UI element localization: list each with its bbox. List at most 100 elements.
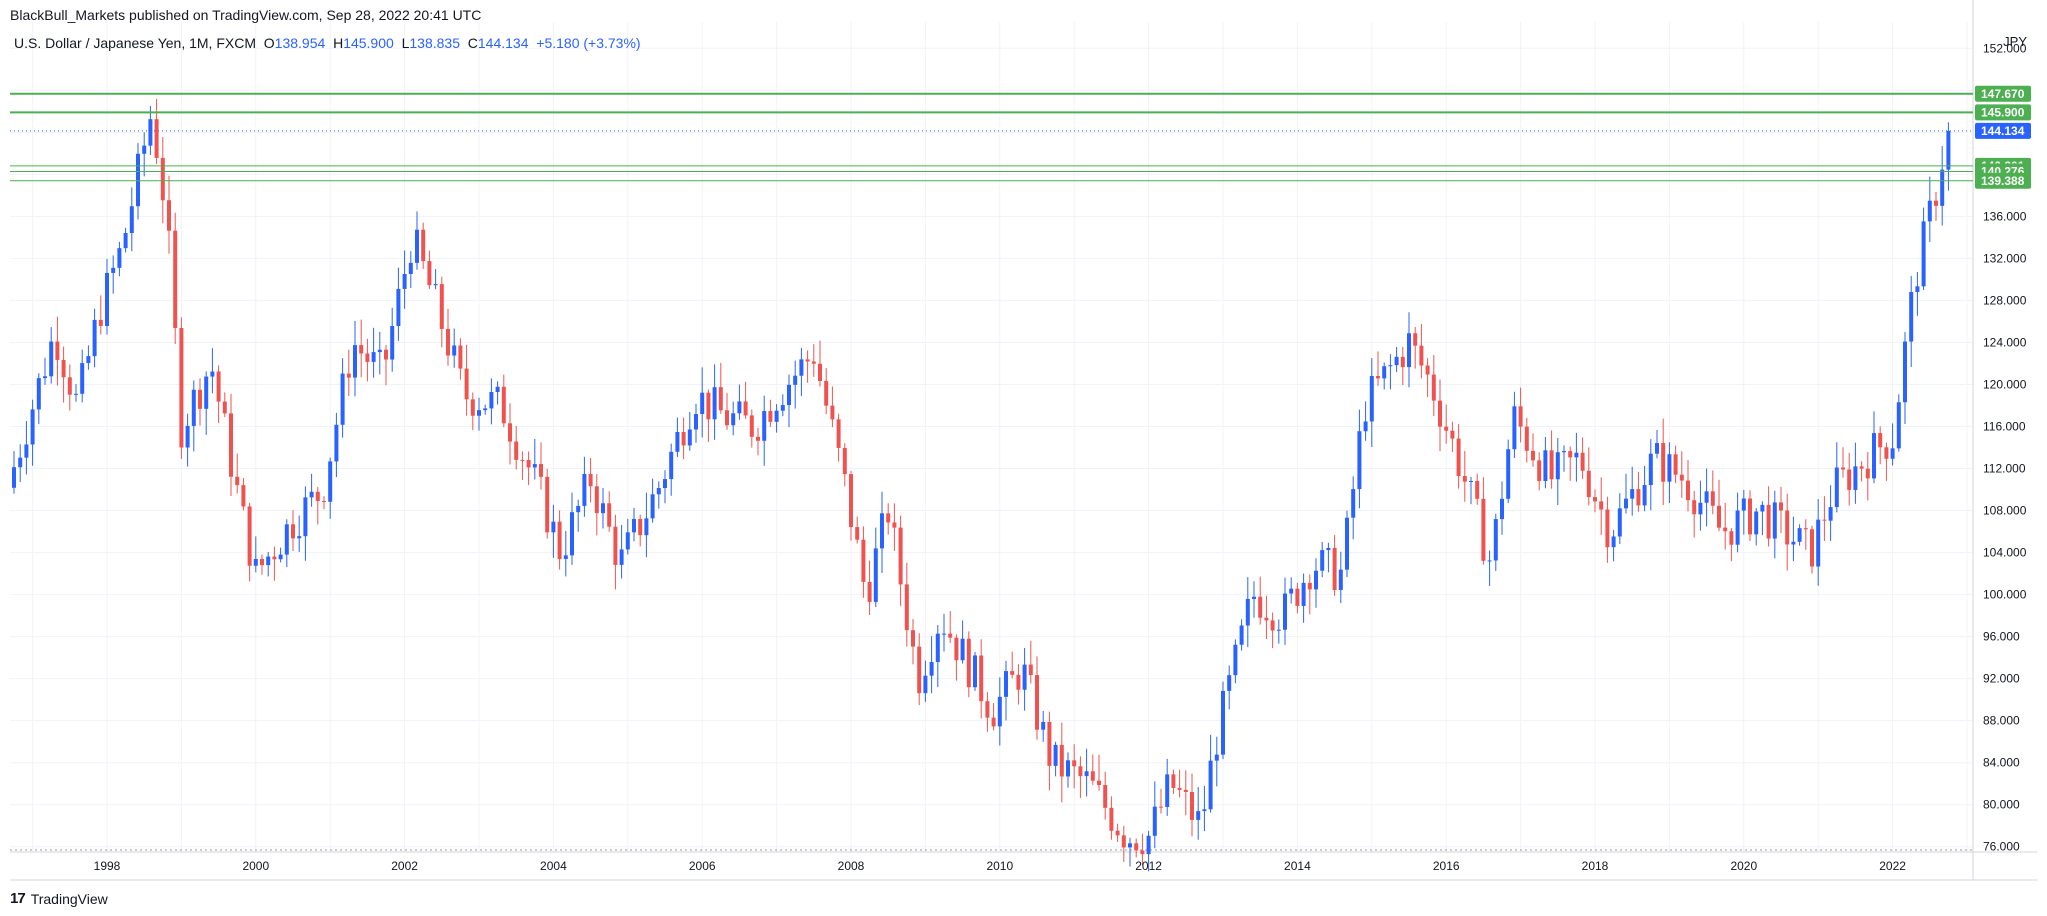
y-tick-label: 124.000 xyxy=(1983,335,2027,349)
candle-body xyxy=(210,371,215,377)
candle-body xyxy=(557,521,562,559)
candle-body xyxy=(1431,374,1436,401)
candle-body xyxy=(973,655,977,688)
candle-body xyxy=(464,368,469,400)
tradingview-logo[interactable]: 17 TradingView xyxy=(10,890,108,907)
candle-body xyxy=(520,459,525,461)
x-tick-label: 2014 xyxy=(1284,859,1311,873)
level-price-tag xyxy=(1975,172,2031,189)
candle-body xyxy=(483,408,488,411)
candle-body xyxy=(1785,510,1790,545)
candle-body xyxy=(892,522,897,528)
candle-body xyxy=(173,230,178,329)
candle-body xyxy=(1307,582,1312,590)
candle-body xyxy=(886,513,891,523)
candle-body xyxy=(117,248,122,268)
candle-body xyxy=(1314,570,1318,590)
candle-body xyxy=(123,233,128,249)
x-tick-label: 2022 xyxy=(1879,859,1906,873)
open-label: O xyxy=(263,35,275,51)
horizontal-levels: 147.670145.900140.801140.276139.388144.1… xyxy=(10,85,2031,189)
y-tick-label: 80.000 xyxy=(1983,798,2020,812)
candle-body xyxy=(1208,760,1213,810)
candle-body xyxy=(1245,598,1250,626)
candle-body xyxy=(1351,489,1356,518)
candle-body xyxy=(1177,787,1182,790)
candle-body xyxy=(1586,470,1591,498)
candle-body xyxy=(1041,722,1046,730)
candle-body xyxy=(1047,722,1052,766)
candle-body xyxy=(43,376,47,379)
candle-body xyxy=(297,536,302,539)
candle-body xyxy=(1010,671,1015,675)
tradingview-brand: TradingView xyxy=(30,890,108,907)
x-tick-label: 2018 xyxy=(1582,859,1609,873)
candle-body xyxy=(1227,675,1232,691)
candle-body xyxy=(365,353,370,362)
candle-body xyxy=(359,345,364,354)
candle-body xyxy=(1828,507,1833,521)
candle-body xyxy=(1357,431,1362,490)
x-tick-label: 2006 xyxy=(689,859,716,873)
candle-body xyxy=(1394,356,1399,366)
y-tick-label: 132.000 xyxy=(1983,251,2027,265)
candle-body xyxy=(328,461,333,502)
candle-body xyxy=(1748,498,1752,535)
candle-body xyxy=(1611,536,1616,548)
candle-body xyxy=(1537,460,1542,482)
open-value: 138.954 xyxy=(274,35,326,51)
candle-body xyxy=(1655,443,1659,454)
x-tick-label: 2012 xyxy=(1135,859,1162,873)
change-value: +5.180 (+3.73%) xyxy=(536,35,641,51)
candle-body xyxy=(929,662,934,676)
candle-body xyxy=(1444,426,1449,431)
candle-body xyxy=(700,392,705,415)
candle-body xyxy=(1221,690,1225,755)
candle-body xyxy=(179,328,184,448)
candle-body xyxy=(309,491,314,498)
candle-body xyxy=(1605,509,1610,548)
tradingview-logo-icon: 17 xyxy=(10,890,26,907)
candle-body xyxy=(1555,452,1560,480)
y-tick-label: 128.000 xyxy=(1983,293,2027,307)
candle-body xyxy=(551,521,556,533)
candle-body xyxy=(1239,625,1244,645)
candle-body xyxy=(185,425,190,448)
candle-body xyxy=(1022,664,1027,690)
candle-body xyxy=(1016,674,1021,690)
candle-body xyxy=(1090,771,1095,781)
candle-body xyxy=(1890,448,1895,459)
candle-body xyxy=(1704,491,1709,503)
candle-body xyxy=(80,363,85,394)
candle-body xyxy=(1438,400,1442,427)
candle-body xyxy=(1382,366,1387,379)
y-tick-label: 76.000 xyxy=(1983,840,2020,854)
candle-body xyxy=(235,476,240,486)
candle-body xyxy=(1692,500,1697,515)
y-tick-label: 84.000 xyxy=(1983,756,2020,770)
candle-body xyxy=(514,441,519,460)
candle-body xyxy=(1165,774,1170,807)
candle-body xyxy=(1066,760,1070,777)
candle-body xyxy=(1630,489,1635,499)
y-tick-label: 120.000 xyxy=(1983,377,2027,391)
candle-body xyxy=(1946,130,1951,170)
candle-body xyxy=(12,467,16,488)
candle-body xyxy=(545,476,550,533)
candle-body xyxy=(731,413,736,426)
candle-body xyxy=(18,457,23,468)
candle-body xyxy=(446,328,450,356)
candle-body xyxy=(1289,588,1294,594)
candle-body xyxy=(36,378,41,410)
candle-body xyxy=(1407,333,1411,368)
candle-body xyxy=(836,419,841,448)
candle-body xyxy=(694,414,698,430)
candle-body xyxy=(1376,375,1380,379)
symbol-name: U.S. Dollar / Japanese Yen, 1M, FXCM xyxy=(14,35,256,51)
candle-body xyxy=(1518,406,1523,427)
candle-body xyxy=(1146,835,1151,855)
candle-body xyxy=(340,373,345,425)
candle-body xyxy=(625,532,630,550)
y-tick-label: 136.000 xyxy=(1983,209,2027,223)
candle-body xyxy=(1667,454,1672,482)
